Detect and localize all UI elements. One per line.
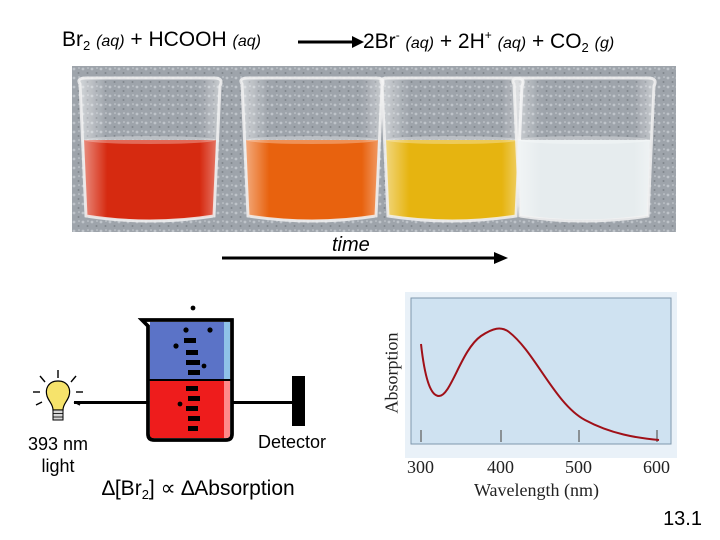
relation-suffix: ] ∝ ∆Absorption <box>148 477 295 500</box>
h-charge: + <box>484 28 492 42</box>
state-aq-1: (aq) <box>96 33 125 50</box>
detector-block <box>292 376 305 426</box>
time-label: time <box>332 234 370 256</box>
absorption-spectrum-plot <box>405 292 677 458</box>
state-aq-4: (aq) <box>497 35 527 52</box>
detector-label: Detector <box>258 432 327 452</box>
state-g: (g) <box>594 35 615 52</box>
reaction-arrow-icon <box>298 36 364 48</box>
br-text: Br <box>62 28 83 51</box>
light-bulb-icon <box>33 370 83 421</box>
state-aq-3: (aq) <box>405 35 434 52</box>
beaker-4 <box>511 76 657 223</box>
h-ion-text: + 2H <box>439 30 485 53</box>
equation-lhs: Br2 (aq) + HCOOH (aq) <box>62 28 261 53</box>
light-word: light <box>41 456 75 476</box>
light-label: 393 nm light <box>18 433 98 477</box>
br-subscript: 2 <box>83 38 91 53</box>
beakers-photo <box>72 66 676 232</box>
spectrum-xlabel: Wavelength (nm) <box>474 480 600 500</box>
co2-text: + CO <box>531 30 582 53</box>
page-number: 13.1 <box>663 508 702 530</box>
tick-label-600: 600 <box>643 457 670 477</box>
co2-subscript: 2 <box>581 40 589 55</box>
beaker-3 <box>379 76 525 223</box>
absorption-curve <box>420 327 660 441</box>
br-ion-text: 2Br <box>363 30 396 53</box>
spectrum-ylabel: Absorption <box>381 332 402 414</box>
beaker-1 <box>77 76 223 223</box>
equation-rhs: 2Br- (aq) + 2H+ (aq) + CO2 (g) <box>363 28 614 55</box>
tick-label-400: 400 <box>487 457 514 477</box>
br-charge: - <box>395 28 400 42</box>
hcooh-text: + HCOOH <box>130 28 227 51</box>
relation-prefix: ∆[Br <box>102 477 142 500</box>
state-aq-2: (aq) <box>232 33 261 50</box>
relation-subscript: 2 <box>141 487 149 502</box>
beaker-diagram <box>137 305 234 442</box>
spectrum-ylabel-wrap: Absorption <box>380 330 404 416</box>
relation-text: ∆[Br2] ∝ ∆Absorption <box>102 476 295 502</box>
time-arrow-icon <box>222 252 508 264</box>
light-wavelength: 393 nm <box>27 434 89 454</box>
beaker-2 <box>239 76 385 223</box>
tick-label-500: 500 <box>565 457 592 477</box>
br2-molecules <box>173 305 213 431</box>
tick-label-300: 300 <box>407 457 434 477</box>
